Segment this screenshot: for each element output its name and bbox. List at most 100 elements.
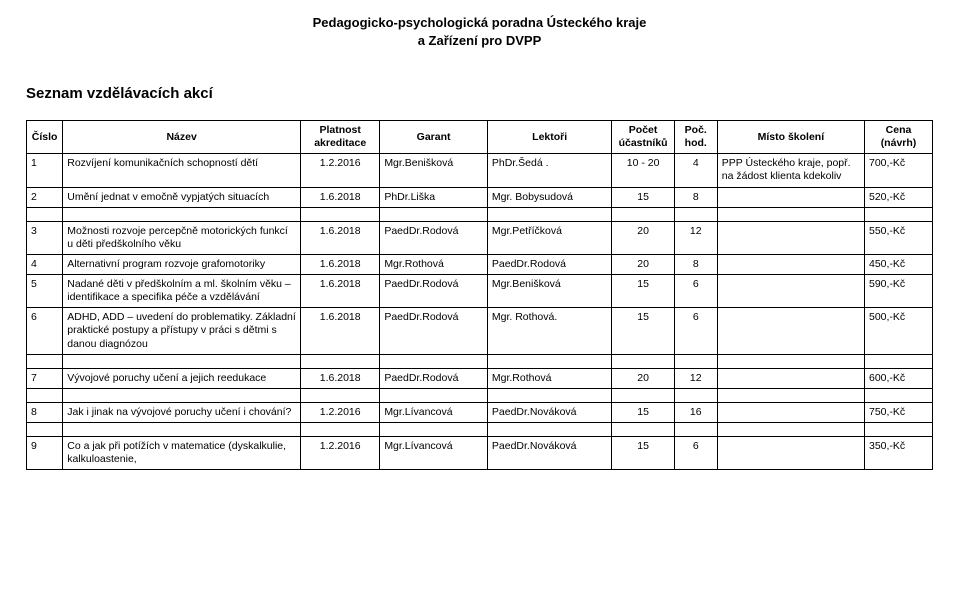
- cell-num: 7: [27, 368, 63, 388]
- cell-price: 700,-Kč: [864, 154, 932, 187]
- cell-acc: 1.2.2016: [301, 154, 380, 187]
- col-price: Cena (návrh): [864, 121, 932, 154]
- cell-acc: 1.6.2018: [301, 221, 380, 254]
- gap-row: [27, 422, 933, 436]
- cell-num: 9: [27, 436, 63, 469]
- cell-hrs: 4: [674, 154, 717, 187]
- cell-cnt: 15: [612, 402, 674, 422]
- gap-row: [27, 388, 933, 402]
- cell-gar: PaedDr.Rodová: [380, 308, 488, 354]
- cell-cnt: 15: [612, 308, 674, 354]
- cell-name: ADHD, ADD – uvedení do problematiky. Zák…: [63, 308, 301, 354]
- cell-lect: Mgr.Rothová: [487, 368, 612, 388]
- table-row: 9Co a jak při potížích v matematice (dys…: [27, 436, 933, 469]
- cell-acc: 1.2.2016: [301, 436, 380, 469]
- col-acc: Platnost akreditace: [301, 121, 380, 154]
- cell-gar: PhDr.Liška: [380, 187, 488, 207]
- table-row: 5Nadané děti v předškolním a ml. školním…: [27, 275, 933, 308]
- col-lect: Lektoři: [487, 121, 612, 154]
- cell-acc: 1.6.2018: [301, 254, 380, 274]
- cell-num: 2: [27, 187, 63, 207]
- cell-lect: Mgr.Benišková: [487, 275, 612, 308]
- cell-num: 4: [27, 254, 63, 274]
- cell-gar: Mgr.Lívancová: [380, 402, 488, 422]
- cell-lect: PaedDr.Rodová: [487, 254, 612, 274]
- org-title: Pedagogicko-psychologická poradna Ústeck…: [26, 14, 933, 49]
- cell-price: 600,-Kč: [864, 368, 932, 388]
- col-loc: Místo školení: [717, 121, 864, 154]
- cell-acc: 1.6.2018: [301, 275, 380, 308]
- cell-loc: [717, 368, 864, 388]
- cell-lect: Mgr. Rothová.: [487, 308, 612, 354]
- table-row: 7Vývojové poruchy učení a jejich reeduka…: [27, 368, 933, 388]
- cell-price: 450,-Kč: [864, 254, 932, 274]
- cell-price: 500,-Kč: [864, 308, 932, 354]
- cell-name: Rozvíjení komunikačních schopností dětí: [63, 154, 301, 187]
- cell-lect: PaedDr.Nováková: [487, 402, 612, 422]
- cell-name: Co a jak při potížích v matematice (dysk…: [63, 436, 301, 469]
- cell-lect: PaedDr.Nováková: [487, 436, 612, 469]
- table-row: 6ADHD, ADD – uvedení do problematiky. Zá…: [27, 308, 933, 354]
- cell-num: 3: [27, 221, 63, 254]
- table-row: 2Umění jednat v emočně vypjatých situací…: [27, 187, 933, 207]
- cell-num: 6: [27, 308, 63, 354]
- cell-cnt: 15: [612, 187, 674, 207]
- table-row: 3Možnosti rozvoje percepčně motorických …: [27, 221, 933, 254]
- cell-hrs: 12: [674, 221, 717, 254]
- table-row: 4Alternativní program rozvoje grafomotor…: [27, 254, 933, 274]
- cell-loc: [717, 221, 864, 254]
- cell-hrs: 8: [674, 254, 717, 274]
- cell-lect: Mgr.Petříčková: [487, 221, 612, 254]
- cell-name: Nadané děti v předškolním a ml. školním …: [63, 275, 301, 308]
- cell-gar: PaedDr.Rodová: [380, 368, 488, 388]
- cell-price: 520,-Kč: [864, 187, 932, 207]
- cell-gar: PaedDr.Rodová: [380, 275, 488, 308]
- cell-lect: PhDr.Šedá .: [487, 154, 612, 187]
- page-title: Seznam vzdělávacích akcí: [26, 85, 933, 102]
- cell-num: 1: [27, 154, 63, 187]
- col-hrs: Poč. hod.: [674, 121, 717, 154]
- cell-lect: Mgr. Bobysudová: [487, 187, 612, 207]
- cell-name: Možnosti rozvoje percepčně motorických f…: [63, 221, 301, 254]
- cell-cnt: 20: [612, 254, 674, 274]
- col-cnt: Počet účastníků: [612, 121, 674, 154]
- cell-num: 5: [27, 275, 63, 308]
- cell-loc: [717, 308, 864, 354]
- table-body: 1Rozvíjení komunikačních schopností dětí…: [27, 154, 933, 470]
- cell-loc: [717, 187, 864, 207]
- cell-price: 550,-Kč: [864, 221, 932, 254]
- cell-hrs: 8: [674, 187, 717, 207]
- cell-cnt: 20: [612, 368, 674, 388]
- cell-gar: PaedDr.Rodová: [380, 221, 488, 254]
- cell-loc: [717, 254, 864, 274]
- cell-loc: [717, 275, 864, 308]
- cell-hrs: 6: [674, 436, 717, 469]
- cell-acc: 1.6.2018: [301, 308, 380, 354]
- table-row: 8Jak i jinak na vývojové poruchy učení i…: [27, 402, 933, 422]
- cell-cnt: 10 - 20: [612, 154, 674, 187]
- cell-acc: 1.6.2018: [301, 368, 380, 388]
- cell-cnt: 15: [612, 275, 674, 308]
- cell-acc: 1.6.2018: [301, 187, 380, 207]
- cell-hrs: 6: [674, 275, 717, 308]
- cell-price: 750,-Kč: [864, 402, 932, 422]
- table-row: 1Rozvíjení komunikačních schopností dětí…: [27, 154, 933, 187]
- cell-hrs: 6: [674, 308, 717, 354]
- cell-hrs: 16: [674, 402, 717, 422]
- cell-name: Umění jednat v emočně vypjatých situacíc…: [63, 187, 301, 207]
- cell-cnt: 15: [612, 436, 674, 469]
- cell-gar: Mgr.Rothová: [380, 254, 488, 274]
- cell-gar: Mgr.Benišková: [380, 154, 488, 187]
- cell-hrs: 12: [674, 368, 717, 388]
- org-line2: a Zařízení pro DVPP: [26, 32, 933, 50]
- cell-price: 350,-Kč: [864, 436, 932, 469]
- cell-loc: PPP Ústeckého kraje, popř. na žádost kli…: [717, 154, 864, 187]
- cell-loc: [717, 436, 864, 469]
- gap-row: [27, 207, 933, 221]
- cell-price: 590,-Kč: [864, 275, 932, 308]
- col-num: Číslo: [27, 121, 63, 154]
- cell-gar: Mgr.Lívancová: [380, 436, 488, 469]
- col-gar: Garant: [380, 121, 488, 154]
- cell-acc: 1.2.2016: [301, 402, 380, 422]
- table-header: Číslo Název Platnost akreditace Garant L…: [27, 121, 933, 154]
